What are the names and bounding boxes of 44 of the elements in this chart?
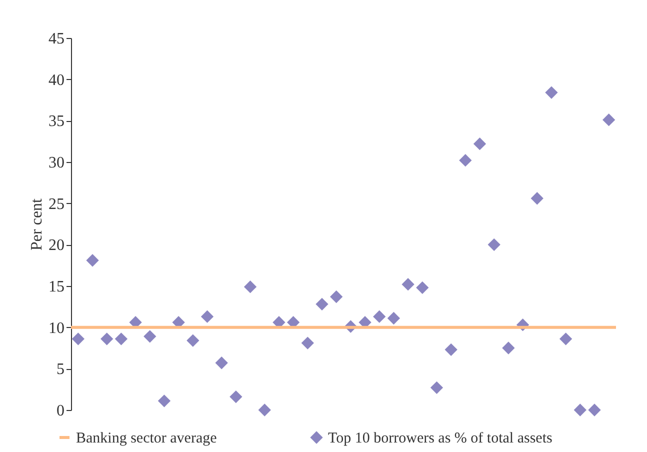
point bbox=[301, 336, 314, 350]
y-tick-label: 25 bbox=[48, 196, 64, 213]
point bbox=[430, 381, 444, 394]
point bbox=[459, 154, 472, 167]
point bbox=[186, 334, 200, 347]
legend-label: Top 10 borrowers as % of total assets bbox=[328, 430, 552, 446]
y-tick-label: 5 bbox=[56, 361, 64, 378]
point bbox=[502, 342, 515, 354]
y-axis-title: Per cent bbox=[28, 198, 46, 250]
y-tick-label: 15 bbox=[48, 278, 64, 296]
y-tick-label: 20 bbox=[48, 237, 64, 254]
point bbox=[230, 390, 242, 404]
y-tick-label: 40 bbox=[48, 72, 64, 89]
y-tick-label: 0 bbox=[56, 402, 64, 420]
point bbox=[530, 192, 544, 205]
point bbox=[545, 86, 558, 99]
legend-label: Banking sector average bbox=[76, 430, 218, 446]
point bbox=[373, 310, 386, 323]
y-tick-label: 35 bbox=[48, 113, 64, 130]
y-tick-label: 30 bbox=[48, 154, 64, 172]
point bbox=[144, 330, 156, 343]
y-tick-label: 10 bbox=[48, 320, 64, 337]
point bbox=[574, 404, 586, 416]
point bbox=[100, 332, 114, 346]
point bbox=[316, 298, 328, 311]
point bbox=[588, 404, 601, 416]
point bbox=[473, 137, 486, 150]
point bbox=[72, 332, 84, 346]
point bbox=[444, 343, 458, 356]
point bbox=[602, 114, 616, 126]
point bbox=[86, 254, 99, 267]
point bbox=[387, 312, 400, 325]
point bbox=[559, 332, 572, 346]
point bbox=[244, 280, 257, 294]
point bbox=[330, 290, 343, 304]
point bbox=[258, 404, 271, 416]
point bbox=[215, 356, 228, 370]
point bbox=[416, 281, 429, 294]
point bbox=[114, 332, 128, 346]
point bbox=[158, 394, 171, 408]
point bbox=[488, 238, 500, 251]
point bbox=[200, 310, 214, 323]
y-tick-label: 45 bbox=[48, 30, 64, 48]
point bbox=[402, 278, 414, 291]
